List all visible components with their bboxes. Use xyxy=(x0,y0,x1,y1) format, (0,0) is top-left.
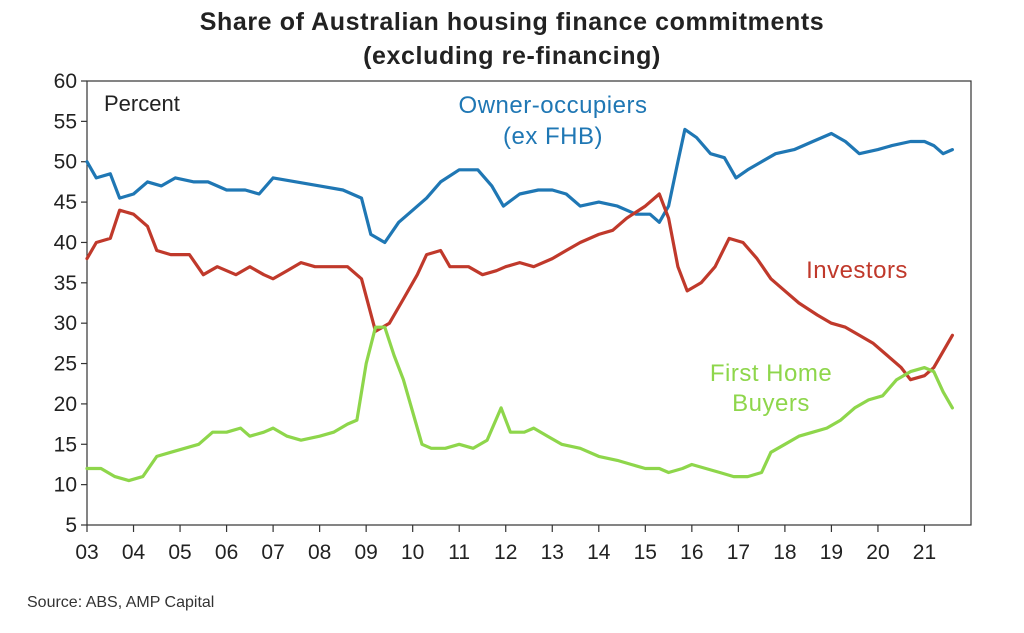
x-tick-label: 15 xyxy=(634,541,657,564)
series-label-first-home-buyers: First Home xyxy=(710,360,832,387)
x-tick-label: 13 xyxy=(541,541,564,564)
y-tick-label: 15 xyxy=(54,433,77,456)
x-tick-label: 03 xyxy=(75,541,98,564)
x-tick-label: 16 xyxy=(680,541,703,564)
x-tick-label: 05 xyxy=(168,541,191,564)
y-tick-label: 25 xyxy=(54,353,77,376)
y-tick-label: 50 xyxy=(54,151,77,174)
x-tick-label: 04 xyxy=(122,541,146,564)
y-axis: 5 10 15 20 25 30 35 40 45 50 55 60 xyxy=(54,70,87,537)
x-tick-label: 19 xyxy=(820,541,843,564)
x-tick-label: 12 xyxy=(494,541,517,564)
y-tick-label: 45 xyxy=(54,191,77,214)
series-label-owner-occupiers: (ex FHB) xyxy=(503,123,603,150)
y-tick-label: 5 xyxy=(65,514,77,537)
series-line-owner-occupiers xyxy=(85,127,954,245)
x-tick-label: 18 xyxy=(773,541,796,564)
y-tick-label: 20 xyxy=(54,393,77,416)
y-tick-label: 55 xyxy=(54,110,77,133)
x-tick-label: 21 xyxy=(913,541,936,564)
series-line-investors xyxy=(85,192,954,382)
series-label-investors: Investors xyxy=(806,257,908,284)
chart-subtitle: (excluding re-financing) xyxy=(363,42,661,70)
unit-label: Percent xyxy=(104,91,180,116)
x-tick-label: 08 xyxy=(308,541,331,564)
x-tick-label: 09 xyxy=(354,541,377,564)
series-label-first-home-buyers: Buyers xyxy=(732,390,810,417)
chart-title: Share of Australian housing finance comm… xyxy=(199,8,825,36)
plot-area-border xyxy=(86,80,972,526)
x-axis: 03 04 05 06 07 08 09 10 11 12 13 14 15 16 17 18 19 20 21 xyxy=(75,525,936,564)
x-tick-label: 07 xyxy=(261,541,284,564)
series-labels: Owner-occupiers (ex FHB) Investors First Ho… xyxy=(459,92,908,417)
x-tick-label: 14 xyxy=(587,541,611,564)
y-tick-label: 35 xyxy=(54,272,77,295)
x-tick-label: 10 xyxy=(401,541,424,564)
series-line-first-home-buyers xyxy=(85,325,954,483)
source-note: Source: ABS, AMP Capital xyxy=(27,594,215,611)
x-tick-label: 11 xyxy=(448,541,470,564)
x-tick-label: 17 xyxy=(727,541,750,564)
y-tick-label: 40 xyxy=(54,231,77,254)
y-tick-label: 30 xyxy=(54,312,77,335)
x-tick-label: 06 xyxy=(215,541,238,564)
series-label-owner-occupiers: Owner-occupiers xyxy=(459,92,648,119)
x-tick-label: 20 xyxy=(866,541,889,564)
y-tick-label: 60 xyxy=(54,70,77,93)
series-lines xyxy=(85,127,954,483)
y-tick-label: 10 xyxy=(54,474,77,497)
